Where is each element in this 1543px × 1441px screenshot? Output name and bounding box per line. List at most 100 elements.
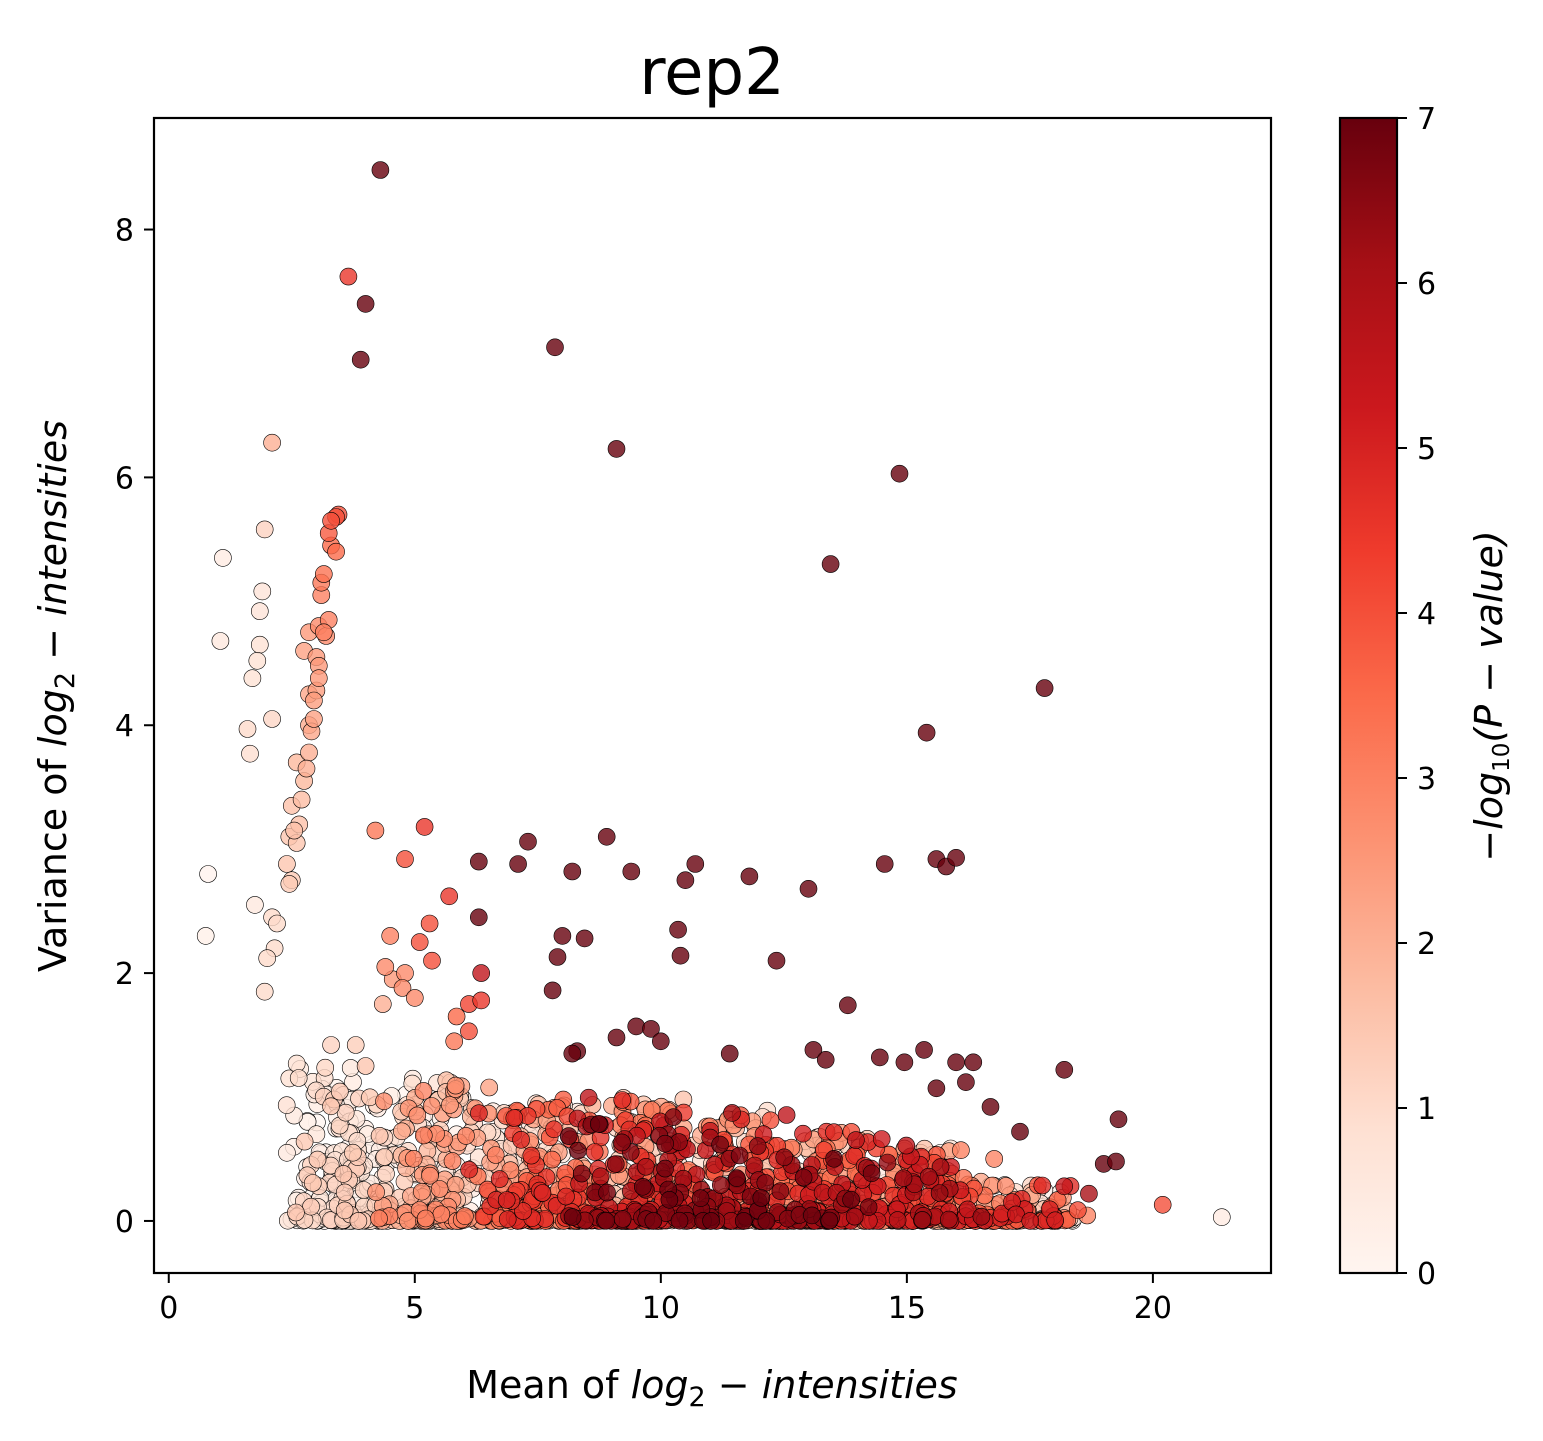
y-tick-label: 6 xyxy=(115,461,134,496)
data-point xyxy=(381,927,400,945)
data-point xyxy=(440,887,459,906)
colorbar-tick-label: 0 xyxy=(1417,1257,1436,1292)
data-point xyxy=(723,1104,741,1122)
data-point xyxy=(375,1092,393,1111)
data-point xyxy=(591,1167,610,1186)
data-point xyxy=(870,1048,889,1067)
data-point xyxy=(253,582,272,601)
data-point xyxy=(241,744,259,763)
data-point xyxy=(447,1007,466,1026)
data-point xyxy=(613,1133,631,1152)
data-point xyxy=(514,1202,532,1220)
data-point xyxy=(546,338,564,357)
data-point xyxy=(1213,1208,1231,1226)
data-point xyxy=(351,350,370,369)
data-point xyxy=(533,1184,552,1202)
data-point xyxy=(469,852,488,871)
data-point xyxy=(314,565,333,583)
data-point xyxy=(370,1209,388,1228)
data-point xyxy=(445,1032,464,1051)
data-point xyxy=(258,949,277,968)
data-point xyxy=(303,1174,322,1192)
data-point xyxy=(373,995,392,1013)
data-point xyxy=(585,1143,604,1161)
data-point xyxy=(613,1210,632,1228)
data-point xyxy=(821,555,840,573)
data-point xyxy=(327,542,345,561)
data-point xyxy=(847,1131,865,1149)
data-point xyxy=(607,440,626,458)
data-point xyxy=(845,1207,864,1226)
data-point xyxy=(972,1207,991,1226)
data-point xyxy=(255,982,274,1001)
data-point xyxy=(278,855,296,873)
data-point xyxy=(336,1103,355,1122)
data-point xyxy=(371,161,390,179)
data-point xyxy=(246,896,264,914)
data-point xyxy=(702,1212,720,1230)
data-point xyxy=(199,865,217,883)
data-point xyxy=(727,1169,746,1187)
data-point xyxy=(509,855,527,873)
colorbar-tick-label: 2 xyxy=(1417,927,1436,962)
data-point xyxy=(642,1020,660,1038)
data-point xyxy=(579,1088,598,1107)
data-point xyxy=(947,848,965,867)
data-point xyxy=(553,927,572,945)
colorbar-tick-label: 1 xyxy=(1417,1092,1436,1127)
data-point xyxy=(748,1137,767,1155)
data-point xyxy=(775,1148,794,1167)
data-point xyxy=(656,1159,674,1178)
data-point xyxy=(842,1190,860,1209)
data-point xyxy=(651,1032,670,1051)
data-point xyxy=(711,1176,730,1194)
data-point xyxy=(958,1200,977,1219)
data-point xyxy=(308,1150,327,1169)
data-point xyxy=(676,871,695,890)
data-point xyxy=(660,1191,679,1209)
data-point xyxy=(575,929,594,948)
data-point xyxy=(366,821,385,840)
plot-frame xyxy=(152,116,1273,1275)
data-point xyxy=(297,759,316,778)
data-point xyxy=(664,1108,683,1126)
data-point xyxy=(497,1191,516,1209)
data-point xyxy=(670,1211,689,1230)
data-point xyxy=(375,1148,394,1166)
data-point xyxy=(915,1041,933,1059)
colorbar-label: −log10(P − value) xyxy=(1467,530,1515,861)
data-point xyxy=(545,1120,563,1139)
data-point xyxy=(897,1136,916,1155)
data-point xyxy=(280,875,299,893)
data-point xyxy=(1107,1152,1125,1171)
data-point xyxy=(606,1155,625,1173)
data-point xyxy=(277,1096,296,1114)
data-point xyxy=(816,1051,835,1069)
data-point xyxy=(349,1212,368,1230)
colorbar xyxy=(1338,116,1399,1275)
data-point xyxy=(263,710,281,728)
data-point xyxy=(295,1132,314,1151)
data-point xyxy=(767,951,786,970)
data-point xyxy=(250,602,269,621)
data-point xyxy=(875,855,894,873)
data-point xyxy=(1109,1110,1128,1129)
colorbar-tick-label: 3 xyxy=(1417,762,1436,797)
data-points xyxy=(196,161,1231,1230)
data-point xyxy=(1055,1061,1074,1079)
data-point xyxy=(443,1152,462,1170)
data-point xyxy=(370,1127,389,1145)
data-point xyxy=(335,1201,354,1220)
data-point xyxy=(446,1176,465,1194)
data-point xyxy=(412,1182,431,1201)
data-point xyxy=(838,996,857,1015)
y-tick-label: 4 xyxy=(115,709,134,744)
data-point xyxy=(563,1044,582,1063)
x-tick-label: 15 xyxy=(888,1291,926,1326)
data-point xyxy=(472,991,491,1010)
data-point xyxy=(996,1177,1015,1195)
data-point xyxy=(637,1158,655,1176)
data-point xyxy=(268,914,286,933)
data-point xyxy=(410,933,429,951)
data-point xyxy=(671,946,690,965)
